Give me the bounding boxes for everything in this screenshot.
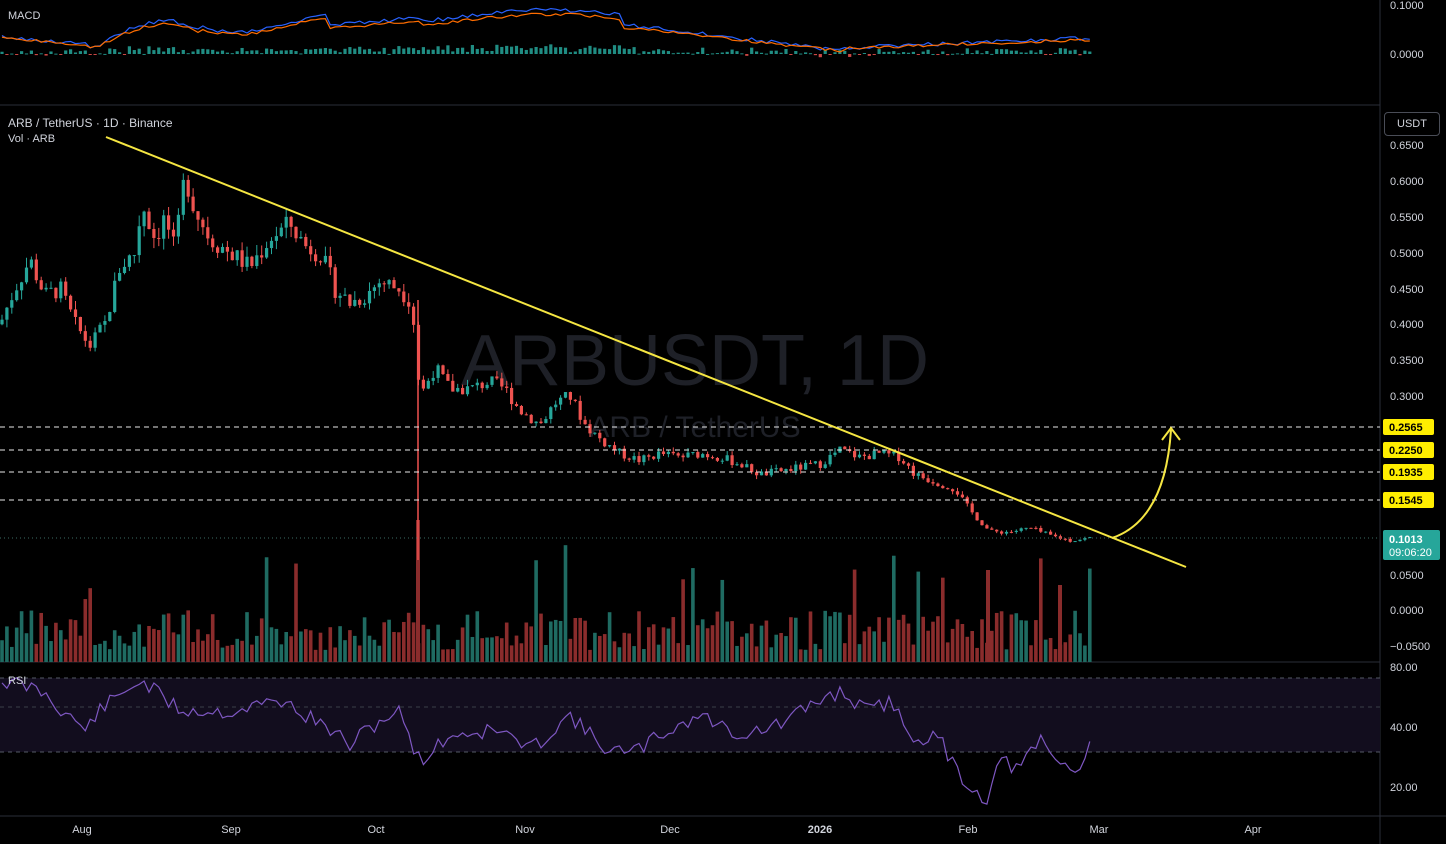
date-tick: Nov xyxy=(515,824,535,836)
price-tick: 0.6500 xyxy=(1390,140,1424,152)
macd-title: MACD xyxy=(8,10,40,22)
volume-bars xyxy=(0,520,1092,662)
current-price-badge xyxy=(1383,530,1440,560)
rsi-tick: 40.00 xyxy=(1390,722,1418,734)
date-tick: Mar xyxy=(1090,824,1109,836)
price-axis[interactable]: 0.6500 0.6000 0.5500 0.5000 0.4500 0.4000 0.35… xyxy=(1390,140,1430,653)
rsi-tick: 80.00 xyxy=(1390,662,1418,674)
date-tick: Dec xyxy=(660,824,680,836)
date-tick: 2026 xyxy=(808,824,832,836)
symbol-title[interactable]: ARB / TetherUS · 1D · Binance xyxy=(8,116,173,130)
breakout-arrow-curve[interactable] xyxy=(1111,429,1172,539)
rsi-axis: 80.00 40.00 20.00 xyxy=(1390,662,1418,794)
level-label: 0.1545 xyxy=(1389,495,1423,507)
price-tick: 0.4500 xyxy=(1390,284,1424,296)
date-tick: Oct xyxy=(367,824,384,836)
price-tick: 0.5000 xyxy=(1390,248,1424,260)
macd-tick: 0.0000 xyxy=(1390,49,1424,61)
level-badge xyxy=(1383,442,1434,458)
breakout-arrow-head xyxy=(1161,426,1181,441)
horizontal-levels[interactable]: 0.2565 0.2250 0.1935 0.1545 xyxy=(0,419,1434,508)
date-tick: Sep xyxy=(221,824,241,836)
price-tick: 0.5500 xyxy=(1390,212,1424,224)
rsi-pane xyxy=(1,677,1091,805)
price-tick: 0.0000 xyxy=(1390,605,1424,617)
date-tick: Aug xyxy=(72,824,92,836)
level-badge xyxy=(1383,419,1434,435)
date-axis[interactable]: Aug Sep Oct Nov Dec 2026 Feb Mar Apr xyxy=(72,824,1262,836)
volume-title[interactable]: Vol · ARB xyxy=(8,133,56,145)
rsi-tick: 20.00 xyxy=(1390,782,1418,794)
level-badge xyxy=(1383,464,1434,480)
rsi-title: RSI xyxy=(8,675,26,687)
rsi-band xyxy=(0,678,1380,752)
candlesticks xyxy=(0,173,1092,560)
macd-pane xyxy=(0,7,1092,58)
date-tick: Apr xyxy=(1244,824,1261,836)
current-price-value: 0.1013 xyxy=(1389,534,1423,546)
price-tick: 0.6000 xyxy=(1390,176,1424,188)
macd-axis: 0.1000 0.0000 xyxy=(1390,0,1424,61)
level-label: 0.2250 xyxy=(1389,445,1423,457)
price-tick: 0.4000 xyxy=(1390,319,1424,331)
macd-tick: 0.1000 xyxy=(1390,0,1424,12)
price-tick: −0.0500 xyxy=(1390,641,1430,653)
price-tick: 0.3500 xyxy=(1390,355,1424,367)
price-tick: 0.3000 xyxy=(1390,391,1424,403)
level-label: 0.1935 xyxy=(1389,467,1423,479)
date-tick: Feb xyxy=(959,824,978,836)
price-tick: 0.0500 xyxy=(1390,570,1424,582)
level-label: 0.2565 xyxy=(1389,422,1423,434)
bar-countdown: 09:06:20 xyxy=(1389,547,1432,559)
currency-unit-button[interactable]: USDT xyxy=(1384,112,1440,136)
descending-trendline[interactable] xyxy=(105,136,1187,568)
watermark-symbol: ARBUSDT, 1D xyxy=(461,321,929,401)
level-badge xyxy=(1383,492,1434,508)
